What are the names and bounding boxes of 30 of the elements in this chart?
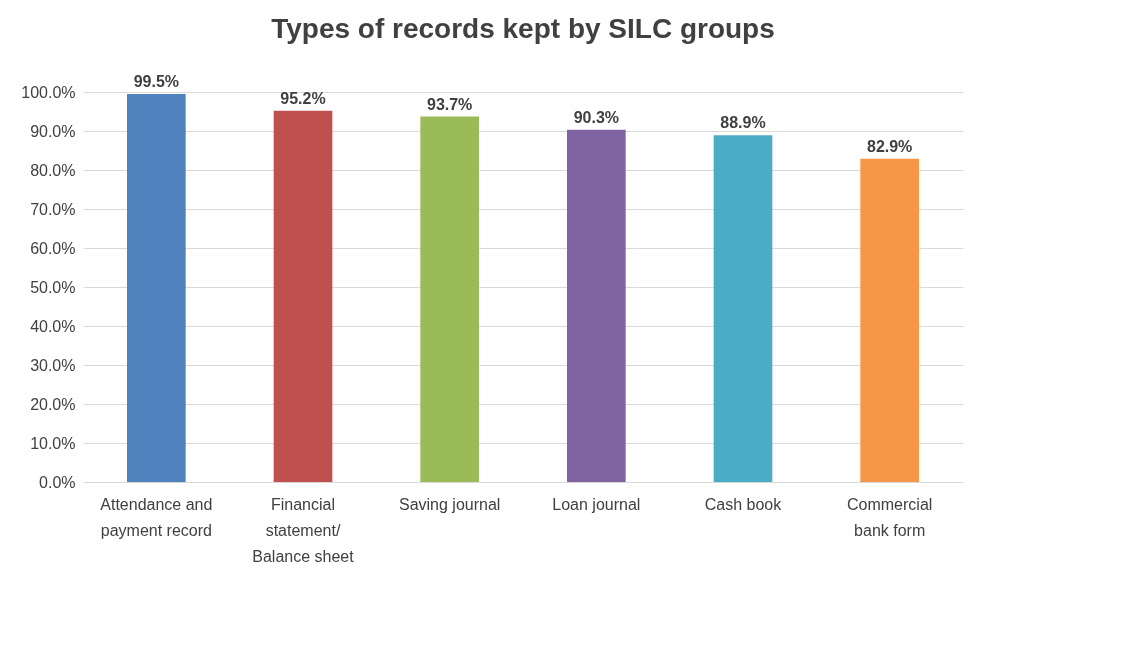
x-tick-label: Financial statement/ Balance sheet xyxy=(252,495,355,565)
x-tick-label: Attendance and payment record xyxy=(100,495,213,539)
y-tick-label: 0.0% xyxy=(39,473,76,491)
bar xyxy=(127,93,186,482)
data-label: 88.9% xyxy=(720,114,766,132)
data-label: 95.2% xyxy=(280,89,326,107)
y-tick-label: 90.0% xyxy=(30,122,76,140)
data-label: 93.7% xyxy=(426,95,473,113)
x-tick-label: Commercial bank form xyxy=(846,495,933,539)
bar xyxy=(567,129,626,482)
y-tick-label: 100.0% xyxy=(21,83,76,101)
chart-title: Types of records kept by SILC groups xyxy=(271,12,775,44)
x-tick-label: Cash book xyxy=(704,495,783,513)
y-tick-label: 20.0% xyxy=(30,395,76,413)
bar xyxy=(273,110,333,482)
x-tick-label: Loan journal xyxy=(552,495,641,513)
data-label: 82.9% xyxy=(866,137,913,155)
y-tick-label: 60.0% xyxy=(30,239,76,257)
y-tick-label: 40.0% xyxy=(30,317,76,335)
data-label: 99.5% xyxy=(133,72,180,90)
bar xyxy=(420,116,479,482)
y-tick-label: 30.0% xyxy=(30,356,76,374)
y-tick-label: 70.0% xyxy=(30,200,76,218)
y-tick-label: 50.0% xyxy=(30,278,76,296)
y-tick-label: 80.0% xyxy=(30,161,76,179)
bar xyxy=(713,135,773,482)
x-tick-label: Saving journal xyxy=(398,495,501,513)
y-tick-label: 10.0% xyxy=(30,434,76,452)
bar xyxy=(860,158,919,482)
data-label: 90.3% xyxy=(573,108,620,126)
